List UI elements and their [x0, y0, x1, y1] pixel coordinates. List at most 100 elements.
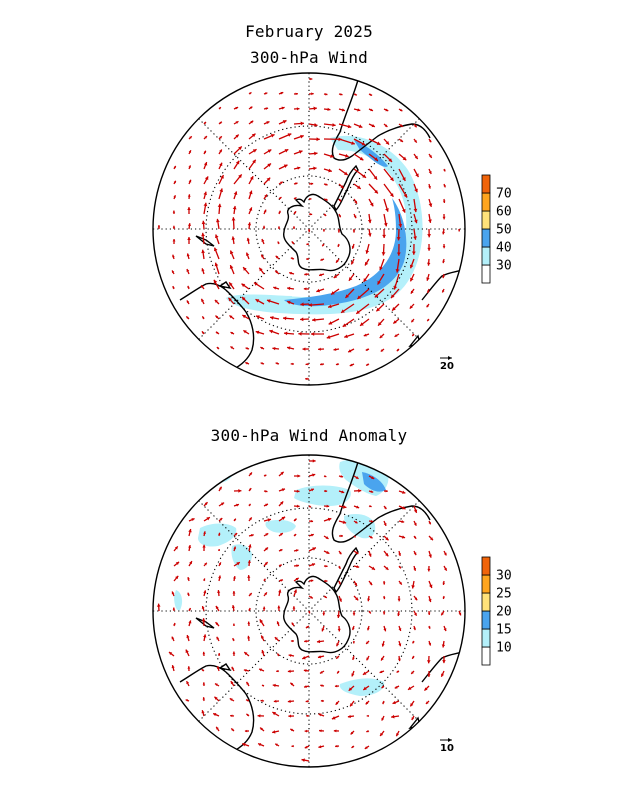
- wind-arrow-head: [356, 310, 360, 314]
- wind-arrow-head: [324, 595, 327, 598]
- wind-arrow-head: [337, 628, 341, 632]
- wind-arrow-head: [398, 553, 402, 556]
- wind-arrow-head: [385, 208, 389, 212]
- wind-arrow-head: [252, 159, 256, 164]
- colorbar-label: 25: [496, 587, 512, 602]
- wind-arrow-head: [338, 598, 342, 602]
- wind-arrow-head: [397, 598, 401, 602]
- wind-arrow-head: [391, 714, 395, 719]
- wind-arrow-head: [369, 535, 373, 539]
- wind-arrow-head: [219, 149, 222, 153]
- wind-arrow-head: [369, 582, 373, 586]
- wind-arrow-head: [353, 215, 357, 219]
- wind-arrow-head: [411, 251, 416, 255]
- wind-arrow-head: [408, 686, 412, 690]
- wind-arrow-head: [320, 258, 323, 261]
- wind-arrow-head: [228, 297, 233, 302]
- wind-arrow-head: [215, 218, 220, 223]
- wind-arrow-head: [335, 744, 338, 748]
- wind-arrow-head: [296, 504, 300, 508]
- wind-arrow-head: [357, 295, 362, 300]
- wind-arrow-head: [325, 536, 329, 539]
- anomaly-patch-e: [344, 514, 376, 539]
- wind-arrow-head: [235, 160, 240, 165]
- wind-arrow-head: [255, 330, 260, 335]
- wind-arrow-head: [186, 635, 190, 639]
- wind-arrow-head: [310, 533, 314, 537]
- wind-arrow-head: [232, 638, 235, 641]
- wind-arrow-head: [340, 93, 343, 96]
- wind-arrow-head: [333, 347, 337, 352]
- wind-arrow-head: [243, 330, 247, 334]
- wind-arrow-head: [382, 582, 386, 585]
- wind-arrow-head: [277, 226, 281, 229]
- wind-arrow-head: [172, 238, 176, 242]
- wind-arrow-head: [290, 682, 294, 686]
- wind-arrow-head: [442, 275, 445, 279]
- wind-arrow-head: [202, 331, 205, 334]
- wind-arrow-head: [257, 714, 261, 718]
- wind-arrow-head: [312, 317, 316, 322]
- wind-arrow-head: [351, 141, 355, 145]
- wind-arrow-head: [373, 175, 378, 180]
- wind-arrow-head: [246, 699, 249, 702]
- wind-arrow-head: [283, 316, 287, 321]
- wind-arrow-head: [308, 505, 311, 508]
- wind-arrow-head: [249, 472, 252, 476]
- wind-arrow-head: [396, 237, 401, 241]
- wind-arrow-head: [288, 714, 292, 718]
- wind-arrow-head: [287, 300, 291, 305]
- wind-arrow-head: [414, 155, 418, 159]
- wind-arrow-head: [316, 639, 321, 644]
- wind-arrow-head: [352, 641, 356, 644]
- wind-arrow-head: [338, 214, 341, 218]
- wind-arrow-head: [265, 547, 269, 551]
- wind-arrow-head: [216, 666, 220, 669]
- wind-arrow-head: [430, 537, 433, 541]
- wind-arrow-head: [261, 650, 265, 654]
- wind-arrow-head: [428, 626, 431, 629]
- wind-arrow-head: [357, 108, 361, 112]
- wind-arrow-head: [337, 671, 340, 674]
- wind-arrow-head: [360, 322, 364, 326]
- wind-arrow-head: [413, 219, 418, 224]
- wind-arrow-head: [279, 197, 282, 200]
- south-america-coast-anom: [331, 461, 431, 543]
- wind-arrow-head: [326, 550, 330, 554]
- wind-arrow-head: [270, 315, 274, 320]
- wind-arrow-head: [302, 347, 306, 351]
- wind-arrow-head: [341, 309, 345, 313]
- wind-arrow-head: [238, 174, 242, 179]
- wind-arrow-head: [308, 303, 312, 307]
- wind-arrow-head: [441, 644, 446, 648]
- wind-arrow-head: [347, 124, 352, 129]
- wind-arrow-head: [202, 544, 206, 548]
- wind-arrow-head: [414, 188, 418, 193]
- wind-arrow-head: [374, 157, 378, 161]
- wind-arrow-head: [247, 575, 251, 578]
- wind-arrow-head: [281, 106, 285, 110]
- wind-arrow-head: [277, 241, 280, 244]
- wind-arrow-head: [312, 473, 316, 477]
- wind-arrow-head: [333, 274, 338, 278]
- antarctic-peninsula-anom: [333, 546, 359, 594]
- wind-arrow-head: [370, 490, 374, 493]
- wind-arrow-head: [394, 334, 398, 337]
- wind-arrow-head: [351, 261, 355, 265]
- latitude-circle: [205, 507, 413, 715]
- wind-arrow-head: [441, 612, 444, 616]
- wind-arrow-head: [414, 139, 417, 143]
- wind-arrow-head: [413, 509, 418, 513]
- wind-arrow-head: [325, 93, 328, 96]
- wind-arrow-head: [427, 290, 430, 294]
- wind-arrow-head: [220, 502, 225, 506]
- wind-arrow-head: [238, 146, 242, 151]
- wind-arrow-head: [206, 517, 210, 521]
- wind-arrow-head: [332, 123, 336, 127]
- wind-arrow-head: [401, 520, 405, 524]
- wind-arrow-head: [443, 628, 447, 632]
- wind-arrow-head: [248, 607, 251, 611]
- wind-arrow-head: [427, 247, 431, 251]
- wind-arrow-head: [173, 622, 176, 626]
